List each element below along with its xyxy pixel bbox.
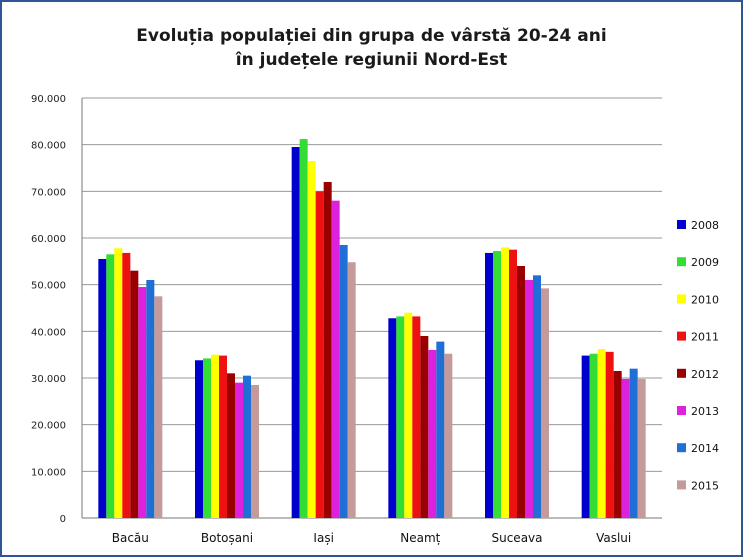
chart-title: Evoluția populației din grupa de vârstă … <box>0 24 743 72</box>
bar-2015-1 <box>251 385 259 518</box>
bar-2011-3 <box>412 316 421 518</box>
y-tick-label: 10.000 <box>31 467 66 478</box>
y-tick-label: 0 <box>60 514 66 525</box>
x-tick-label: Iași <box>313 531 333 545</box>
bar-2013-4 <box>525 280 533 518</box>
bar-2009-5 <box>589 353 598 518</box>
x-tick-label: Neamț <box>400 531 440 545</box>
bar-2012-1 <box>227 373 235 518</box>
legend-label-2010: 2010 <box>691 293 719 306</box>
bar-2010-4 <box>501 247 509 519</box>
bar-2009-3 <box>396 316 405 518</box>
bar-2014-5 <box>629 368 638 518</box>
bar-2015-2 <box>347 262 356 518</box>
chart-title-line-1: Evoluția populației din grupa de vârstă … <box>136 26 607 46</box>
legend-label-2009: 2009 <box>691 256 719 269</box>
legend-swatch-2008 <box>677 220 686 229</box>
bar-2015-0 <box>154 296 163 518</box>
legend-swatch-2009 <box>677 257 686 267</box>
bar-2014-1 <box>243 375 251 518</box>
bar-2010-0 <box>114 248 123 518</box>
bar-2011-0 <box>122 252 131 518</box>
bar-2011-5 <box>605 351 614 518</box>
bar-2011-1 <box>219 355 227 518</box>
x-tick-label: Bacău <box>112 531 149 545</box>
bar-2012-0 <box>130 270 139 518</box>
bar-2010-1 <box>211 354 219 518</box>
bar-2008-0 <box>98 259 107 518</box>
bar-2012-4 <box>517 266 525 518</box>
bar-2015-4 <box>541 288 549 518</box>
x-tick-label: Botoșani <box>201 531 253 545</box>
bar-2008-5 <box>581 355 590 518</box>
bar-2013-2 <box>331 200 340 518</box>
bar-2009-1 <box>203 358 211 518</box>
bar-2011-2 <box>315 191 324 519</box>
bar-2013-3 <box>428 350 437 518</box>
legend-swatch-2014 <box>677 443 686 453</box>
legend-label-2014: 2014 <box>691 442 719 455</box>
legend-swatch-2015 <box>677 480 686 490</box>
legend-swatch-2010 <box>677 294 686 304</box>
bar-2009-2 <box>299 139 308 519</box>
legend-label-2012: 2012 <box>691 368 719 381</box>
bar-2012-5 <box>613 371 622 518</box>
bar-2013-0 <box>138 287 147 518</box>
legend-swatch-2013 <box>677 406 686 415</box>
y-tick-label: 70.000 <box>31 187 66 198</box>
bar-2013-1 <box>235 382 243 518</box>
bar-2008-4 <box>485 252 493 518</box>
x-tick-label: Vaslui <box>596 531 631 545</box>
bar-2011-4 <box>509 249 517 518</box>
bar-2012-3 <box>420 336 429 518</box>
bar-2015-5 <box>637 378 646 518</box>
bar-2008-1 <box>195 360 203 518</box>
legend-label-2013: 2013 <box>691 405 719 418</box>
bar-2009-0 <box>106 254 115 519</box>
legend-label-2008: 2008 <box>691 219 719 232</box>
bar-2010-3 <box>404 312 413 518</box>
bar-2010-2 <box>307 161 316 518</box>
y-tick-label: 50.000 <box>31 281 66 292</box>
bar-2014-0 <box>146 280 155 518</box>
legend-label-2015: 2015 <box>691 479 719 492</box>
chart-title-line-2: în județele regiunii Nord-Est <box>235 50 508 70</box>
y-tick-label: 90.000 <box>31 94 66 105</box>
bar-2014-3 <box>436 341 445 518</box>
bar-2009-4 <box>493 251 501 519</box>
x-tick-label: Suceava <box>491 531 542 545</box>
legend-label-2011: 2011 <box>691 331 719 344</box>
bar-2012-2 <box>323 182 332 518</box>
y-tick-label: 60.000 <box>31 234 66 245</box>
y-tick-label: 30.000 <box>31 374 66 385</box>
legend-swatch-2011 <box>677 331 686 341</box>
bar-2014-2 <box>339 245 348 518</box>
bar-2014-4 <box>533 275 541 518</box>
bar-2015-3 <box>444 353 453 518</box>
bar-2013-5 <box>621 378 630 518</box>
bar-2008-3 <box>388 318 397 518</box>
y-tick-label: 40.000 <box>31 327 66 338</box>
y-tick-label: 80.000 <box>31 141 66 152</box>
bar-2008-2 <box>291 147 300 518</box>
bar-2010-5 <box>597 349 606 518</box>
legend-swatch-2012 <box>677 368 686 378</box>
y-tick-label: 20.000 <box>31 421 66 432</box>
